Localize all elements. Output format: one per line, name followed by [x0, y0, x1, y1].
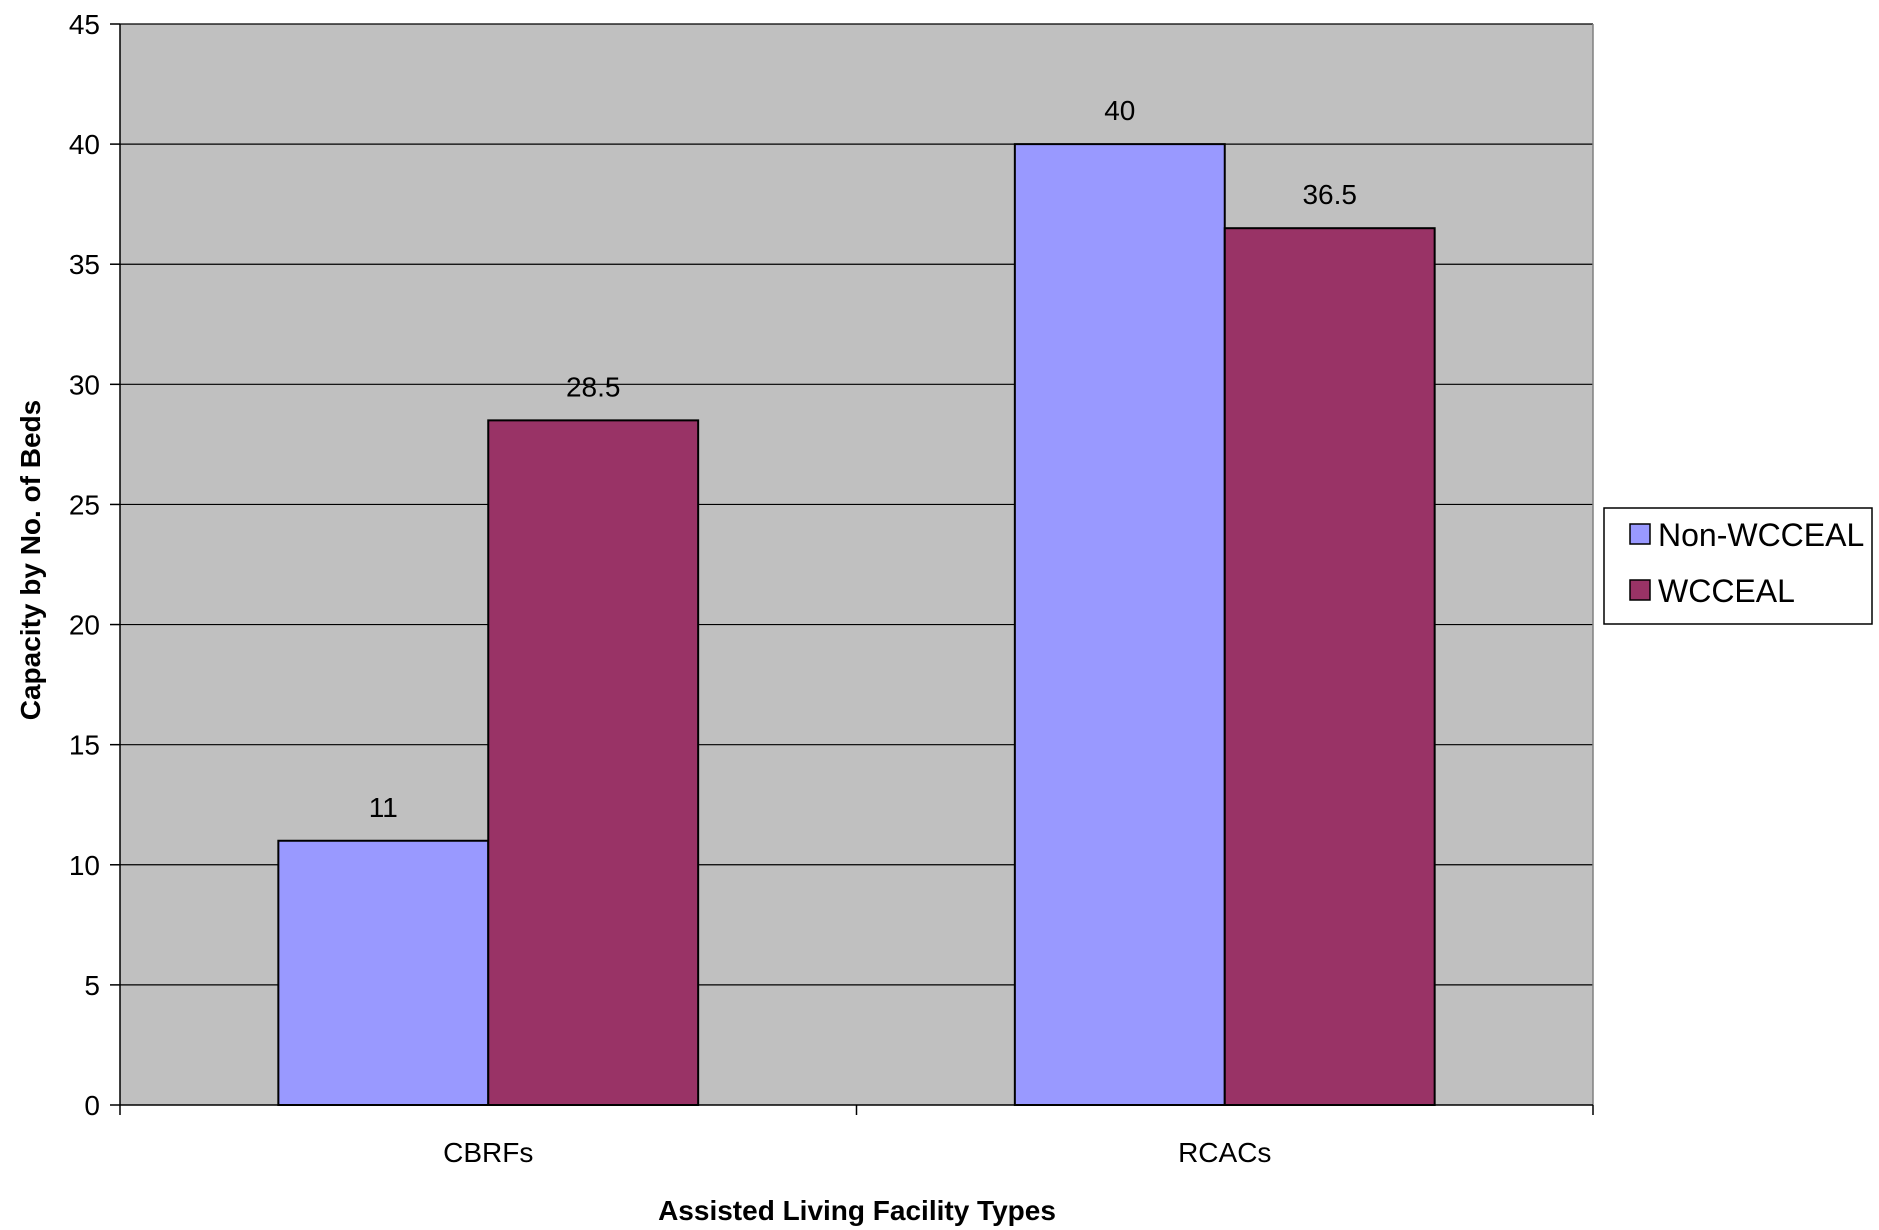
bar-wcceal-rcacs: [1223, 227, 1436, 1106]
bar-wcceal-cbrfs: [487, 419, 700, 1107]
y-tick-label: 45: [69, 9, 100, 40]
legend-label: Non-WCCEAL: [1658, 517, 1864, 553]
y-tick-label: 5: [84, 970, 100, 1001]
data-label: 28.5: [566, 371, 621, 402]
bars: [277, 143, 1436, 1107]
legend-swatch: [1629, 579, 1651, 601]
x-tick-label: CBRFs: [443, 1137, 533, 1168]
y-tick-label: 35: [69, 249, 100, 280]
y-tick-label: 10: [69, 850, 100, 881]
y-tick-label: 25: [69, 489, 100, 520]
y-tick-label: 40: [69, 129, 100, 160]
data-label: 36.5: [1302, 179, 1357, 210]
y-axis-title: Capacity by No. of Beds: [15, 400, 46, 721]
y-tick-label: 30: [69, 369, 100, 400]
data-label: 11: [369, 792, 398, 823]
x-tick-label: RCACs: [1178, 1137, 1271, 1168]
legend: Non-WCCEAL WCCEAL: [1603, 507, 1873, 625]
data-label: 40: [1104, 95, 1135, 126]
y-axis: 0 5 10 15 20 25 30 35 40 45: [69, 9, 121, 1121]
legend-label: WCCEAL: [1658, 573, 1795, 609]
legend-swatch: [1629, 523, 1651, 545]
x-axis: CBRFs RCACs: [119, 1104, 1594, 1168]
bar-non-wcceal-rcacs: [1013, 143, 1226, 1107]
data-labels: 11 28.5 40 36.5: [369, 95, 1357, 823]
y-tick-label: 15: [69, 730, 100, 761]
y-tick-label: 0: [84, 1090, 100, 1121]
bar-non-wcceal-cbrfs: [277, 839, 490, 1106]
x-axis-title: Assisted Living Facility Types: [658, 1195, 1056, 1226]
y-tick-label: 20: [69, 610, 100, 641]
